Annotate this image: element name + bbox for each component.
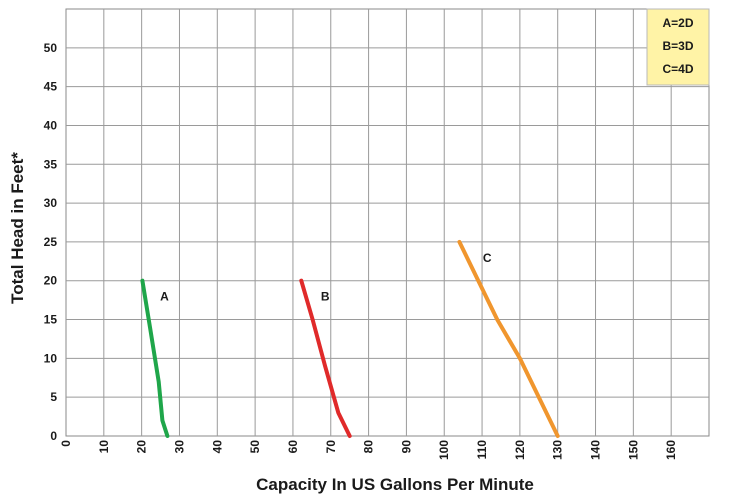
y-tick-label: 35 [44, 157, 58, 171]
x-axis-title: Capacity In US Gallons Per Minute [256, 475, 534, 494]
x-tick-label: 20 [135, 440, 149, 454]
y-tick-label: 15 [44, 313, 58, 327]
y-tick-label: 45 [44, 80, 58, 94]
x-tick-label: 50 [248, 440, 262, 454]
x-tick-label: 90 [399, 440, 413, 454]
x-tick-label: 10 [97, 440, 111, 454]
x-tick-label: 70 [324, 440, 338, 454]
y-tick-label: 40 [44, 118, 58, 132]
series-line-c [457, 239, 560, 438]
y-tick-label: 50 [44, 41, 58, 55]
legend-entry: A=2D [662, 16, 693, 30]
x-tick-label: 0 [59, 440, 73, 447]
y-axis-title: Total Head in Feet* [8, 152, 27, 304]
x-tick-label: 110 [475, 440, 489, 460]
x-tick-label: 60 [286, 440, 300, 454]
series-label-a: A [160, 290, 169, 304]
series-label-c: C [483, 251, 492, 265]
y-tick-label: 20 [44, 274, 58, 288]
x-tick-label: 130 [551, 440, 565, 460]
plot-frame [65, 8, 710, 437]
legend-entry: C=4D [662, 62, 693, 76]
legend-entry: B=3D [662, 39, 693, 53]
x-tick-label: 160 [664, 440, 678, 460]
x-tick-label: 140 [589, 440, 603, 460]
y-tick-label: 25 [44, 235, 58, 249]
x-tick-label: 150 [626, 440, 640, 460]
y-tick-label: 10 [44, 351, 58, 365]
legend-box [646, 8, 710, 86]
x-tick-label: 100 [437, 440, 451, 460]
y-tick-label: 5 [50, 390, 57, 404]
x-tick-label: 30 [172, 440, 186, 454]
x-tick-label: 40 [210, 440, 224, 454]
x-tick-label: 120 [513, 440, 527, 460]
series-line-a [140, 278, 170, 438]
grid [65, 8, 710, 437]
x-tick-label: 80 [362, 440, 376, 454]
legend: A=2D B=3D C=4D [646, 8, 710, 86]
series-line-b [299, 278, 352, 438]
y-tick-label: 0 [50, 429, 57, 443]
tick-labels: 0 10 20 30 40 50 60 70 80 90 100 110 120 130 140 150 160… [44, 41, 679, 460]
series-lines: A B C [140, 239, 560, 438]
series-label-b: B [321, 290, 330, 304]
y-tick-label: 30 [44, 196, 58, 210]
